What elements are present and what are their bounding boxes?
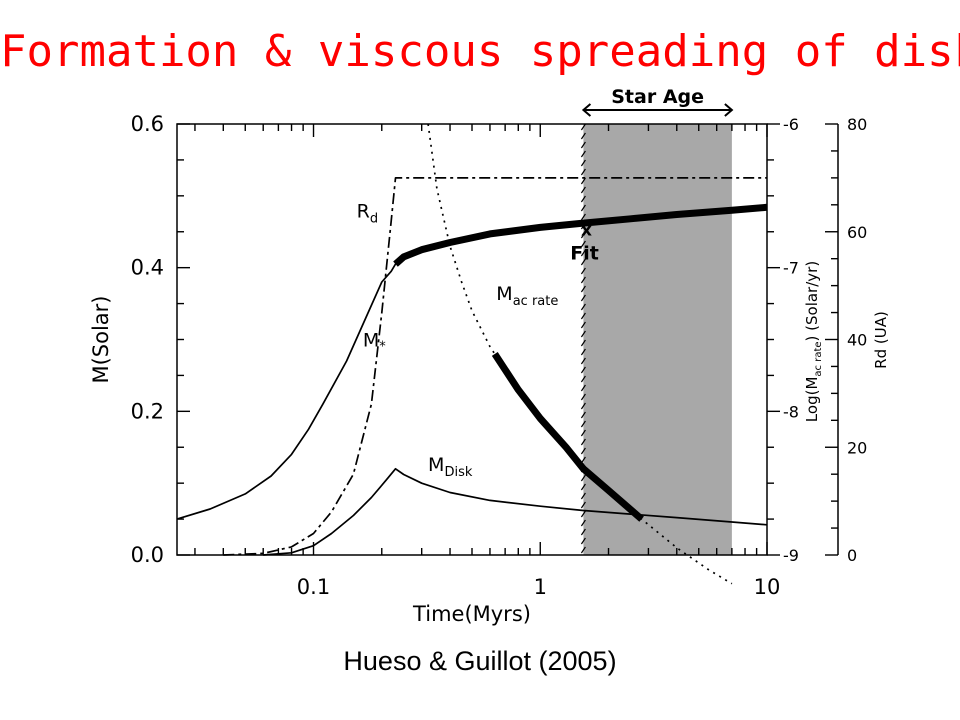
y-axis-label: M(Solar) xyxy=(89,295,113,383)
star-age-edge-hatch xyxy=(580,492,586,500)
y-axis-left: 0.0 0.2 0.4 0.6 xyxy=(131,112,190,567)
series-layer xyxy=(176,123,768,585)
star-age-edge-hatch xyxy=(580,258,586,266)
y-axis-right-radius: 0 20 40 60 80 xyxy=(825,115,867,565)
star-age-edge-hatch xyxy=(580,132,586,140)
r2-tick-label: 20 xyxy=(847,438,867,457)
x-tick-label: 0.1 xyxy=(297,575,330,599)
star-age-edge-hatch xyxy=(580,438,586,446)
star-age-edge-hatch xyxy=(580,384,586,392)
series-label-macrate: Mac rate xyxy=(496,283,558,309)
star-age-edge-hatch xyxy=(580,501,586,509)
star-age-edge-hatch xyxy=(580,249,586,257)
star-age-edge-hatch xyxy=(580,510,586,518)
star-age-edge-hatch xyxy=(580,357,586,365)
series-label-mdisk: MDisk xyxy=(428,454,473,480)
star-age-edge-hatch xyxy=(580,393,586,401)
star-age-edge-hatch xyxy=(580,420,586,428)
right-axis-radius-label: Rd (UA) xyxy=(872,311,890,369)
star-age-edge-hatch xyxy=(580,321,586,329)
star-age-arrow-right-head xyxy=(724,103,734,117)
star-age-label: Star Age xyxy=(611,86,704,108)
star-age-edge-hatch xyxy=(580,177,586,185)
x-tick-label: 1 xyxy=(534,575,547,599)
star-age-edge-hatch xyxy=(580,231,586,239)
star-age-edge-hatch xyxy=(580,402,586,410)
star-age-edge-hatch xyxy=(580,411,586,419)
star-age-edge-hatch xyxy=(580,123,586,131)
r1-tick-label: -7 xyxy=(783,259,799,278)
star-age-edge-hatch xyxy=(580,483,586,491)
series-highlight-m-ac-rate xyxy=(491,351,644,522)
fit-marker-symbol: x xyxy=(581,220,592,240)
star-age-edge-hatch xyxy=(580,528,586,536)
star-age-edge-hatch xyxy=(580,285,586,293)
star-age-edge-hatch xyxy=(580,195,586,203)
star-age-edge-hatch xyxy=(580,267,586,275)
star-age-edge-hatch xyxy=(580,240,586,248)
x-axis-label: Time(Myrs) xyxy=(412,602,531,626)
star-age-edge-hatch xyxy=(580,141,586,149)
star-age-edge-hatch xyxy=(580,537,586,545)
r2-tick-label: 60 xyxy=(847,223,867,242)
fit-marker-label: Fit xyxy=(570,242,599,264)
star-age-edge-hatch xyxy=(580,294,586,302)
x-axis: 0.1 1 10 xyxy=(194,124,781,599)
r2-tick-label: 80 xyxy=(847,115,867,134)
y-tick-label: 0.0 xyxy=(131,543,164,567)
star-age-edge-hatch xyxy=(580,546,586,554)
star-age-edge-hatch xyxy=(580,375,586,383)
y-tick-label: 0.2 xyxy=(131,399,164,423)
star-age-edge-hatch xyxy=(580,168,586,176)
r2-tick-label: 0 xyxy=(847,546,857,565)
star-age-edge-hatch xyxy=(580,447,586,455)
star-age-edge-hatch xyxy=(580,474,586,482)
star-age-edge-hatch xyxy=(580,429,586,437)
star-age-edge-hatch xyxy=(580,276,586,284)
star-age-edge-hatch xyxy=(580,303,586,311)
series-line-r-d xyxy=(223,177,767,556)
y-tick-label: 0.4 xyxy=(131,256,164,280)
star-age-edge-hatch xyxy=(580,213,586,221)
star-age-edge-hatch xyxy=(580,159,586,167)
x-tick-label: 10 xyxy=(754,575,781,599)
series-labels: M* MDisk Mac rate Rd xyxy=(357,200,559,479)
star-age-arrow-left-head xyxy=(581,103,592,117)
right-axis-accretion-label: Log(Mac rate) (Solar/yr) xyxy=(803,261,824,422)
star-age-edge-hatch xyxy=(580,366,586,374)
star-age-region-edges xyxy=(580,123,586,554)
r1-tick-label: -9 xyxy=(783,546,799,565)
star-age-edge-hatch xyxy=(580,186,586,194)
star-age-arrow xyxy=(581,103,734,117)
r1-tick-label: -6 xyxy=(783,115,799,134)
r1-tick-label: -8 xyxy=(783,402,799,421)
star-age-edge-hatch xyxy=(580,339,586,347)
star-age-edge-hatch xyxy=(580,312,586,320)
r2-tick-label: 40 xyxy=(847,331,867,350)
series-label-mstar: M* xyxy=(363,330,386,355)
star-age-edge-hatch xyxy=(580,519,586,527)
y-tick-label: 0.6 xyxy=(131,112,164,136)
y-axis-right-accretion: -9 -8 -7 -6 xyxy=(767,115,799,565)
star-age-edge-hatch xyxy=(580,150,586,158)
star-age-edge-hatch xyxy=(580,330,586,338)
figure-caption: Hueso & Guillot (2005) xyxy=(343,646,617,676)
star-age-region xyxy=(583,124,732,555)
slide-title: Formation & viscous spreading of disk xyxy=(0,26,960,77)
series-highlight-m xyxy=(393,203,768,267)
star-age-edge-hatch xyxy=(580,348,586,356)
series-label-rd: Rd xyxy=(357,200,378,226)
star-age-edge-hatch xyxy=(580,204,586,212)
